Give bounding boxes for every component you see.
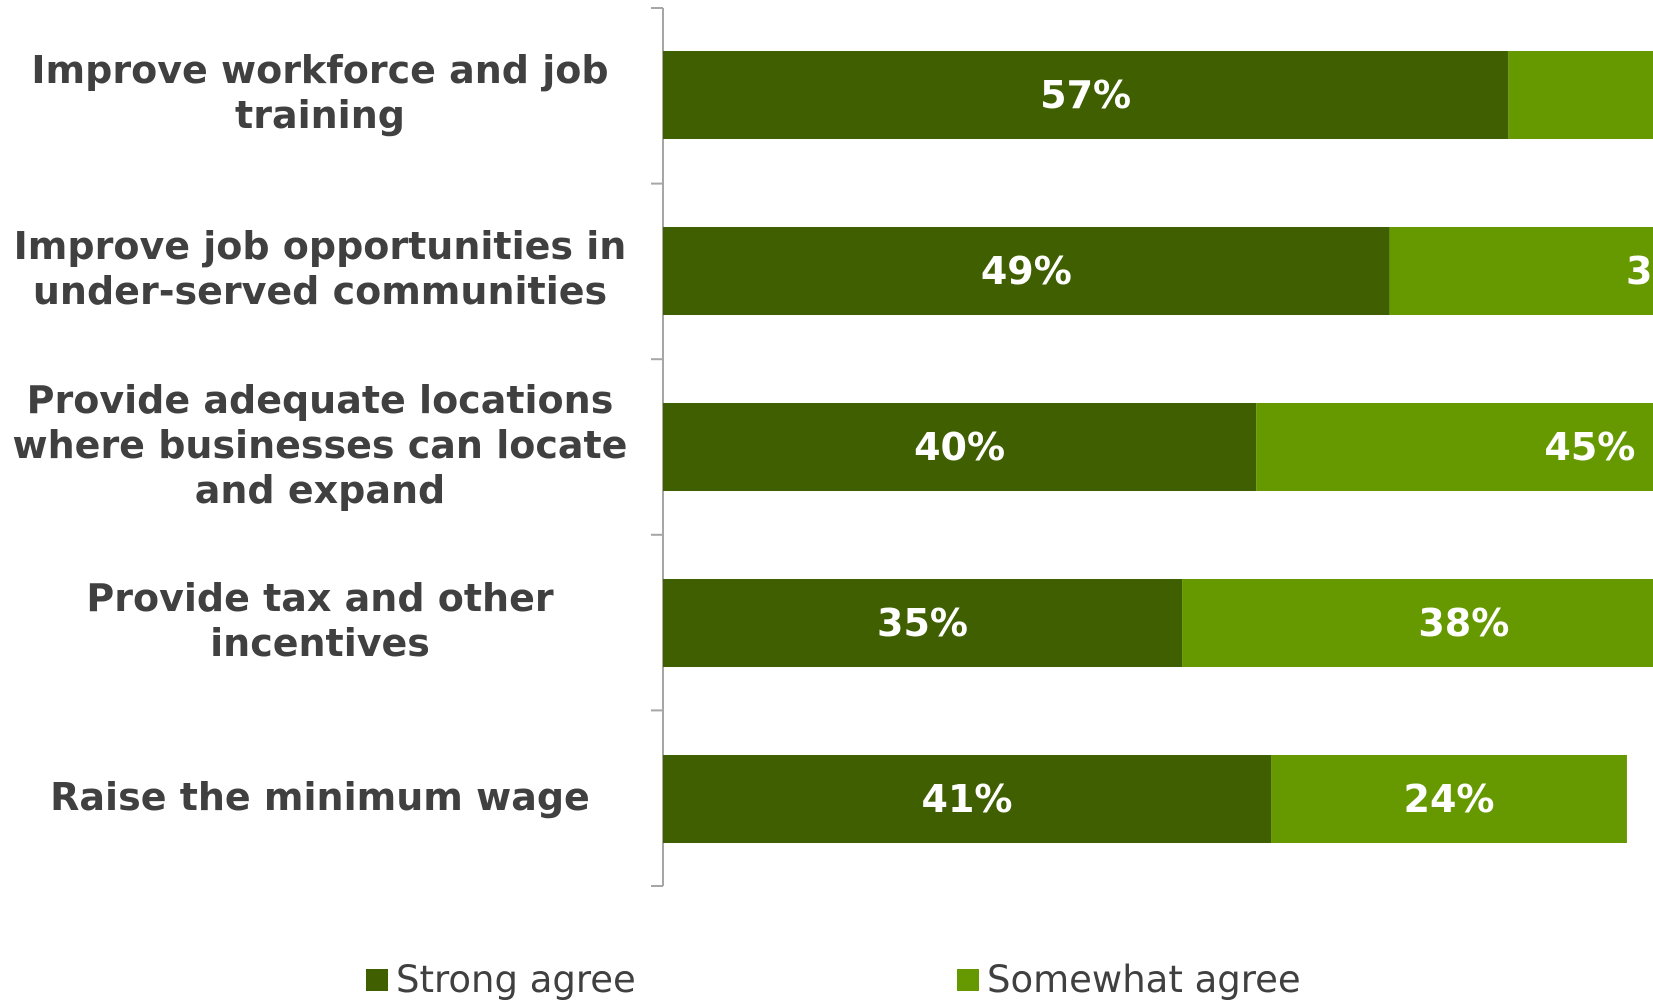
legend-somewhat-agree: Somewhat agree bbox=[957, 958, 1301, 1001]
legend-swatch-strong-agree bbox=[366, 968, 388, 991]
bar-segment-somewhat-agree bbox=[1271, 755, 1627, 843]
bar-segment-somewhat-agree bbox=[1508, 51, 1653, 139]
bar-data-label: 38% bbox=[1418, 601, 1509, 645]
bar-data-label: 41% bbox=[922, 777, 1013, 821]
bar-segment-somewhat-agree bbox=[1182, 579, 1653, 667]
category-label: Improve workforce and job training bbox=[31, 48, 609, 137]
bar-data-label: 49% bbox=[981, 249, 1072, 293]
bar-data-label: 35% bbox=[877, 601, 968, 645]
bar-segment-strong-agree bbox=[663, 227, 1390, 315]
category-label: Raise the minimum wage bbox=[50, 774, 590, 819]
bar-data-label: 38% bbox=[1626, 249, 1653, 293]
bar-segment-strong-agree bbox=[663, 403, 1257, 491]
bar-segment-strong-agree bbox=[663, 579, 1183, 667]
bar-segment-somewhat-agree bbox=[1389, 227, 1653, 315]
category-label: Provide adequate locations where busines… bbox=[12, 377, 628, 512]
bar-data-label: 24% bbox=[1404, 777, 1495, 821]
bar-data-label: 57% bbox=[1040, 73, 1131, 117]
bar-segment-strong-agree bbox=[663, 51, 1509, 139]
category-label: Provide tax and other incentives bbox=[86, 576, 554, 665]
legend-strong-agree: Strong agree bbox=[366, 958, 636, 1001]
legend-swatch-somewhat-agree bbox=[957, 968, 979, 991]
legend-label-somewhat-agree: Somewhat agree bbox=[987, 958, 1301, 1001]
bar-data-label: 40% bbox=[914, 425, 1005, 469]
bar-segment-somewhat-agree bbox=[1256, 403, 1653, 491]
legend-label-strong-agree: Strong agree bbox=[396, 958, 636, 1001]
bar-segment-strong-agree bbox=[663, 755, 1272, 843]
bar-data-label: 45% bbox=[1544, 425, 1635, 469]
category-label: Improve job opportunities in under-serve… bbox=[13, 224, 627, 313]
